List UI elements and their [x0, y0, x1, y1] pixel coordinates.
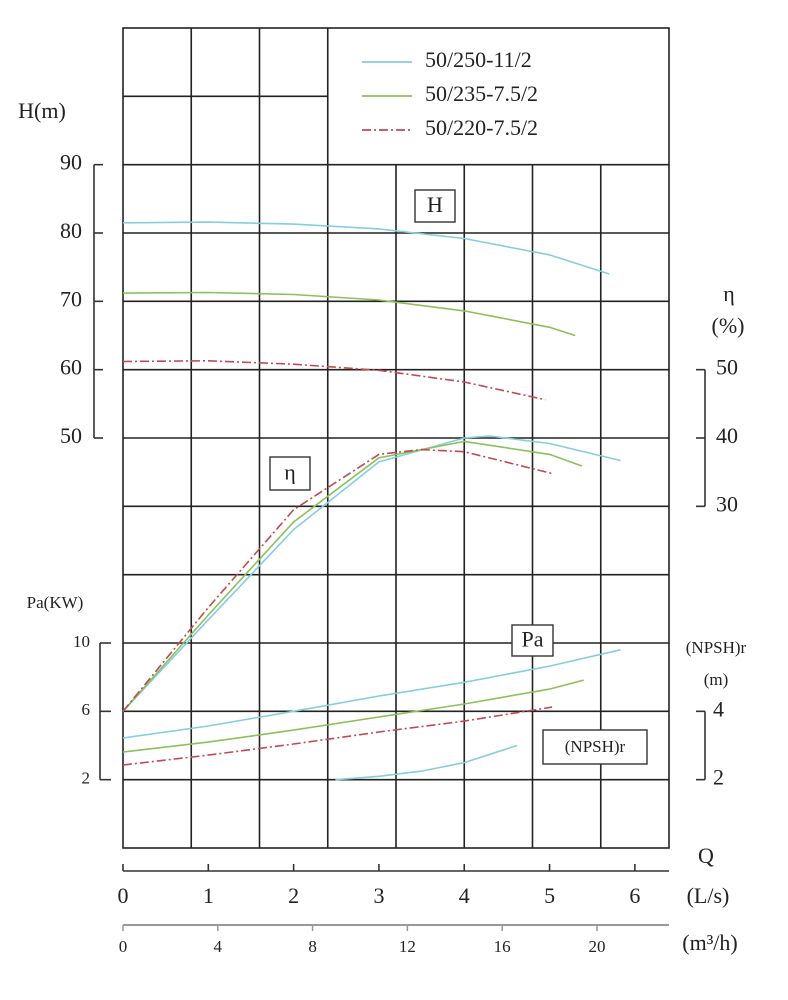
x-axis-label: Q	[698, 843, 714, 868]
curve	[122, 679, 584, 753]
y-axis-unit: (%)	[712, 313, 745, 338]
y-tick-label: 40	[716, 423, 738, 448]
x2-tick-label: 16	[494, 937, 511, 956]
curve-label-box	[542, 729, 648, 765]
legend-label: 50/250-11/2	[425, 47, 532, 72]
curve	[122, 221, 610, 275]
x-tick-label: 5	[544, 883, 555, 908]
curves	[122, 221, 621, 781]
y-tick-label: 2	[713, 765, 724, 790]
x-tick-label: 1	[203, 883, 214, 908]
y-tick-label: 70	[60, 286, 82, 311]
legend-label: 50/235-7.5/2	[425, 81, 538, 106]
curve-label: H	[427, 192, 443, 217]
legend-label: 50/220-7.5/2	[425, 115, 538, 140]
curve	[122, 440, 583, 712]
x-tick-label: 0	[118, 883, 129, 908]
curve	[122, 649, 621, 739]
curve-label: (NPSH)r	[565, 737, 626, 756]
curve	[122, 706, 553, 766]
y-axis-label: H(m)	[18, 98, 66, 123]
curve	[122, 359, 546, 401]
curve-label: η	[284, 460, 296, 485]
x2-tick-label: 20	[588, 937, 605, 956]
x-tick-label: 6	[629, 883, 640, 908]
x-tick-label: 4	[459, 883, 470, 908]
y-axis-label: (NPSH)r	[686, 638, 747, 657]
y-tick-label: 4	[713, 696, 724, 721]
curve-label-box	[414, 189, 456, 223]
curve-label-box	[511, 624, 554, 657]
x2-tick-label: 8	[308, 937, 317, 956]
y-tick-label: 90	[60, 150, 82, 175]
y-axis-label: Pa(KW)	[27, 593, 84, 612]
y-tick-label: 2	[82, 769, 91, 788]
x2-tick-label: 4	[214, 937, 223, 956]
curve	[122, 291, 576, 337]
y-tick-label: 60	[60, 355, 82, 380]
y-tick-label: 80	[60, 218, 82, 243]
y-tick-label: 50	[60, 423, 82, 448]
x-tick-label: 3	[373, 883, 384, 908]
x2-tick-label: 0	[119, 937, 128, 956]
y-tick-label: 6	[82, 700, 91, 719]
x-tick-label: 2	[288, 883, 299, 908]
curve-label: Pa	[522, 627, 544, 652]
curve	[122, 448, 553, 712]
y-tick-label: 50	[716, 355, 738, 380]
y-axis-label: η	[723, 281, 735, 306]
y-axis-unit: (m)	[704, 670, 729, 689]
curve-label-box	[269, 456, 311, 491]
y-tick-label: 30	[716, 491, 738, 516]
overlay: 50/250-11/250/235-7.5/250/220-7.5/250607…	[18, 47, 746, 956]
x2-tick-label: 12	[399, 937, 416, 956]
x-axis-unit: (L/s)	[687, 883, 730, 908]
x2-axis-unit: (m³/h)	[682, 930, 737, 955]
curve	[335, 744, 518, 781]
y-tick-label: 10	[73, 632, 90, 651]
